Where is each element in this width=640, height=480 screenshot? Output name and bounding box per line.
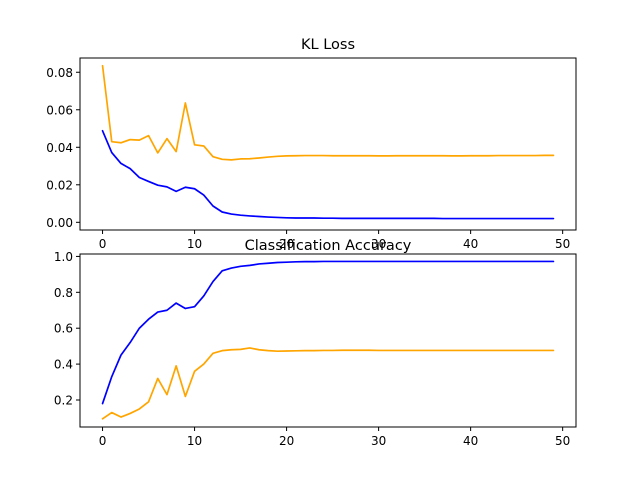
classification-accuracy-x-tick-label: 10 — [187, 434, 202, 448]
kl-loss-series-0-line — [101, 64, 555, 161]
kl-loss-x-tick-label: 30 — [371, 237, 386, 251]
kl-loss-x-tick-label: 40 — [463, 237, 478, 251]
kl-loss-series-group — [101, 64, 555, 220]
kl-loss-title: KL Loss — [301, 37, 355, 53]
kl-loss-y-tick-label: 0.08 — [46, 66, 73, 80]
kl-loss-x-ticks: 0 10 20 30 40 50 — [99, 230, 570, 251]
classification-accuracy-x-tick-label: 50 — [555, 434, 570, 448]
classification-accuracy-series-1-line — [101, 347, 555, 420]
classification-accuracy-series-group — [101, 260, 555, 420]
classification-accuracy-y-tick-label: 0.4 — [54, 358, 73, 372]
kl-loss-axes-frame — [79, 57, 577, 231]
kl-loss-y-tick-label: 0.04 — [46, 141, 73, 155]
classification-accuracy-y-tick-label: 0.6 — [54, 322, 73, 336]
classification-accuracy-axes-frame — [79, 253, 577, 428]
kl-loss-x-tick-label: 50 — [555, 237, 570, 251]
kl-loss-y-tick-label: 0.00 — [46, 216, 73, 230]
kl-loss-x-tick-label: 10 — [187, 237, 202, 251]
classification-accuracy-y-tick-label: 1.0 — [54, 250, 73, 264]
classification-accuracy-y-tick-label: 0.8 — [54, 286, 73, 300]
kl-loss-y-tick-label: 0.06 — [46, 103, 73, 117]
classification-accuracy-y-tick-label: 0.2 — [54, 393, 73, 407]
kl-loss-y-tick-label: 0.02 — [46, 178, 73, 192]
kl-loss-y-ticks: 0.00 0.02 0.04 0.06 0.08 — [46, 66, 80, 230]
classification-accuracy-x-tick-label: 0 — [99, 434, 107, 448]
classification-accuracy-series-0-line — [101, 260, 555, 405]
kl-loss-x-tick-label: 0 — [99, 237, 107, 251]
classification-accuracy-x-tick-label: 20 — [279, 434, 294, 448]
classification-accuracy-x-tick-label: 30 — [371, 434, 386, 448]
kl-loss-panel: KL Loss 0 10 20 30 40 50 0.00 0.02 0.04 0.06 0.08 — [46, 37, 577, 251]
classification-accuracy-x-ticks: 0 10 20 30 40 50 — [99, 427, 570, 448]
kl-loss-x-tick-label: 20 — [279, 237, 294, 251]
kl-loss-series-1-line — [101, 129, 555, 220]
classification-accuracy-panel: Classification Accuracy 0 10 20 30 40 50 0.20… — [54, 238, 577, 448]
classification-accuracy-y-ticks: 0.2 0.4 0.6 0.8 1.0 — [54, 250, 80, 407]
classification-accuracy-title: Classification Accuracy — [245, 238, 412, 254]
classification-accuracy-x-tick-label: 40 — [463, 434, 478, 448]
